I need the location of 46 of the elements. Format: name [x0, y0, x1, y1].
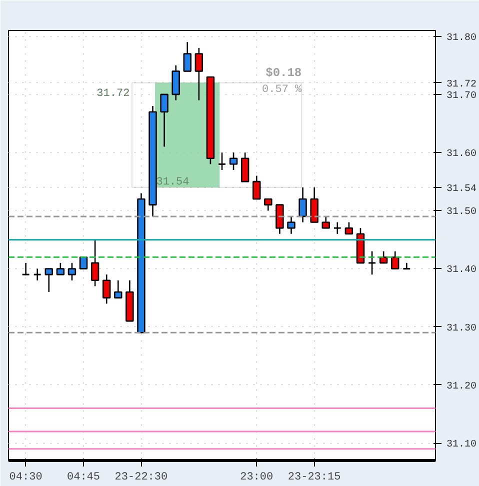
y-tick-label: 31.20	[446, 381, 477, 392]
candlestick	[390, 250, 400, 270]
y-tick-label: 31.70	[446, 90, 477, 102]
candlestick	[240, 152, 250, 182]
candlestick	[229, 152, 238, 171]
x-tick-label: 23-23:15	[288, 472, 341, 484]
y-tick-label: 31.40	[446, 265, 477, 276]
annotation: 31.54	[156, 176, 190, 188]
candlestick	[252, 175, 261, 200]
y-tick-label: 31.60	[446, 149, 477, 160]
candlestick	[44, 268, 54, 293]
candlestick	[90, 239, 100, 287]
candlestick	[368, 250, 376, 276]
x-tick-label: 04:45	[67, 472, 100, 484]
y-tick-label: 31.30	[446, 323, 477, 334]
x-tick-label: 23-22:30	[114, 472, 168, 484]
candlestick	[33, 268, 42, 282]
candlestick	[160, 94, 168, 148]
candlestick	[218, 152, 226, 171]
annotation: 31.72	[96, 88, 130, 100]
candlestick	[298, 186, 307, 223]
candlestick	[344, 222, 354, 235]
y-tick-label: 31.54	[446, 184, 477, 195]
candlestick	[22, 262, 30, 276]
y-tick-label: 31.72	[446, 79, 477, 90]
candlestick	[102, 274, 111, 304]
candlestick	[310, 186, 318, 223]
x-tick-label: 23:00	[240, 472, 274, 484]
y-tick-label: 31.10	[446, 440, 477, 451]
candlestick	[194, 47, 204, 101]
candlestick	[183, 41, 192, 72]
candlestick	[287, 216, 296, 235]
annotation: $0.18	[266, 66, 302, 80]
candlestick	[322, 216, 330, 229]
candlestick	[68, 262, 76, 282]
candlestick	[333, 222, 342, 235]
candlestick	[56, 262, 65, 276]
candlestick	[172, 64, 180, 101]
candlestick	[276, 204, 284, 235]
x-tick-label: 04:30	[9, 472, 42, 484]
candlestick	[402, 262, 411, 270]
annotation: 0.57 %	[262, 84, 302, 96]
candlestick	[114, 280, 122, 298]
y-tick-label: 31.50	[446, 207, 477, 218]
candlestick	[264, 198, 272, 212]
y-tick-label: 31.80	[446, 32, 477, 44]
